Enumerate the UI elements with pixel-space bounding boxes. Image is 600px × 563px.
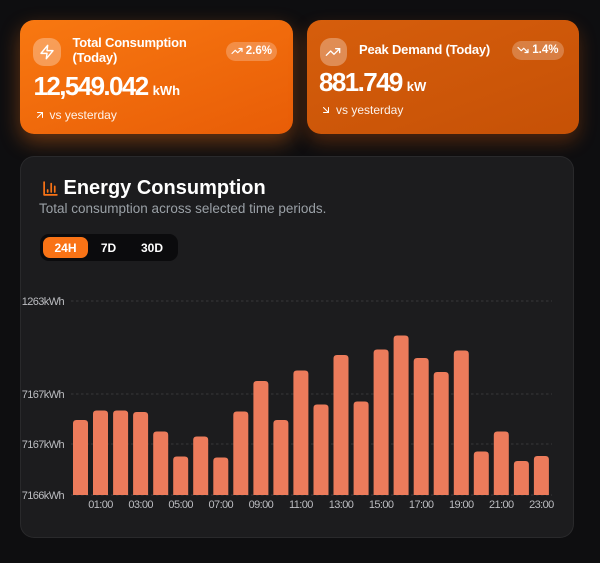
svg-text:7167kWh: 7167kWh bbox=[22, 389, 65, 401]
svg-text:7166kWh: 7166kWh bbox=[22, 490, 65, 502]
svg-text:07:00: 07:00 bbox=[209, 499, 234, 511]
svg-text:1263kWh: 1263kWh bbox=[22, 296, 65, 308]
svg-text:09:00: 09:00 bbox=[249, 499, 274, 511]
svg-text:13:00: 13:00 bbox=[329, 499, 354, 511]
svg-text:19:00: 19:00 bbox=[449, 499, 474, 511]
svg-text:05:00: 05:00 bbox=[168, 499, 193, 511]
svg-text:23:00: 23:00 bbox=[529, 499, 554, 511]
svg-text:03:00: 03:00 bbox=[128, 499, 153, 511]
svg-text:17:00: 17:00 bbox=[409, 499, 434, 511]
svg-text:21:00: 21:00 bbox=[489, 499, 514, 511]
svg-text:7167kWh: 7167kWh bbox=[22, 439, 65, 451]
svg-text:01:00: 01:00 bbox=[88, 499, 113, 511]
svg-text:11:00: 11:00 bbox=[289, 499, 313, 511]
svg-text:15:00: 15:00 bbox=[369, 499, 394, 511]
